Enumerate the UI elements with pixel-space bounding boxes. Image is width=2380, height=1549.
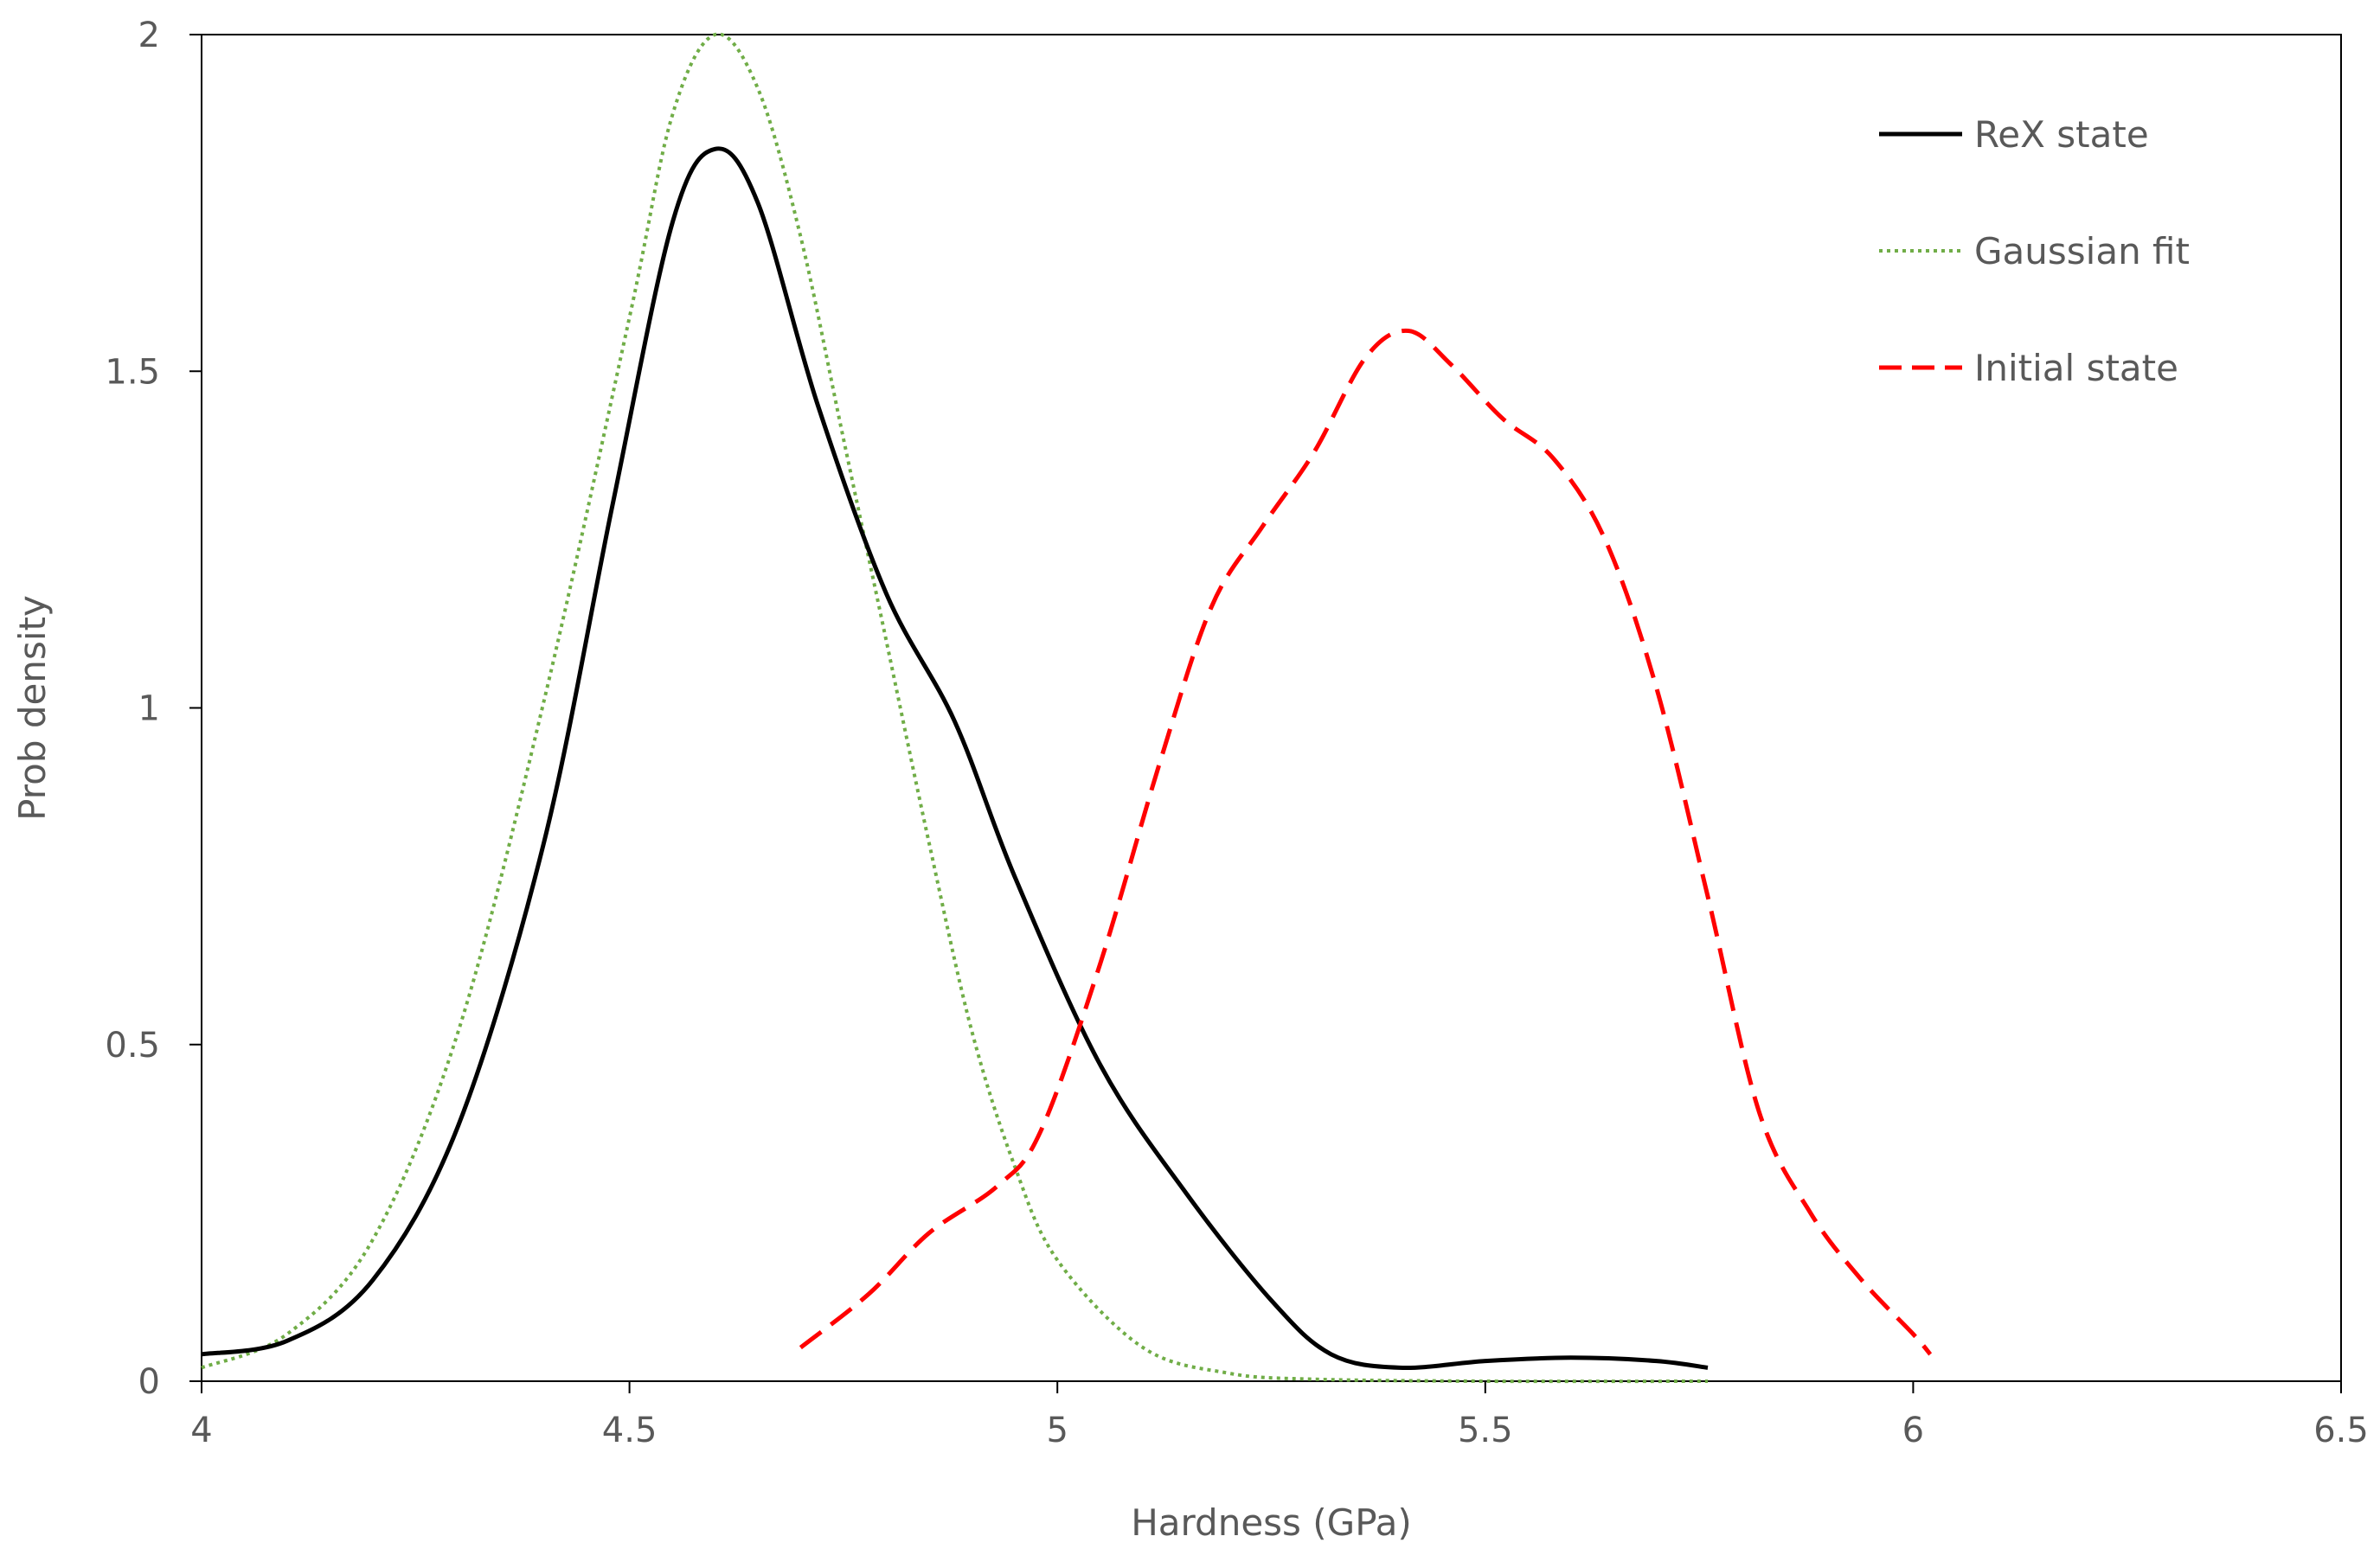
series-group xyxy=(201,32,1933,1384)
series-line-rex-state xyxy=(201,146,1709,1371)
x-axis-title: Hardness (GPa) xyxy=(1131,1501,1412,1544)
x-tick-label: 5 xyxy=(1046,1411,1068,1450)
y-axis-title: Prob density xyxy=(11,595,54,821)
x-tick-label: 6.5 xyxy=(2313,1411,2369,1450)
x-tick-label: 4 xyxy=(190,1411,212,1450)
legend-label: ReX state xyxy=(1974,113,2149,156)
legend-label: Gaussian fit xyxy=(1974,230,2190,272)
x-tick-label: 6 xyxy=(1902,1411,1924,1450)
axis-ticks: 4 4.5 5 5.5 6 6.5 0 0.5 1 1.5 2 xyxy=(105,16,2368,1450)
x-tick-label: 4.5 xyxy=(602,1411,658,1450)
y-tick-label: 2 xyxy=(138,16,160,55)
y-tick-label: 0 xyxy=(138,1362,160,1402)
x-tick-label: 5.5 xyxy=(1458,1411,1513,1450)
y-tick-label: 1 xyxy=(138,689,160,729)
legend-label: Initial state xyxy=(1974,347,2178,389)
series-line-initial-state xyxy=(799,328,1933,1356)
y-tick-label: 1.5 xyxy=(105,352,160,392)
legend: ReX state Gaussian fit Initial state xyxy=(1879,113,2190,389)
series-line-gaussian-fit xyxy=(201,32,1709,1384)
y-tick-label: 0.5 xyxy=(105,1026,160,1066)
